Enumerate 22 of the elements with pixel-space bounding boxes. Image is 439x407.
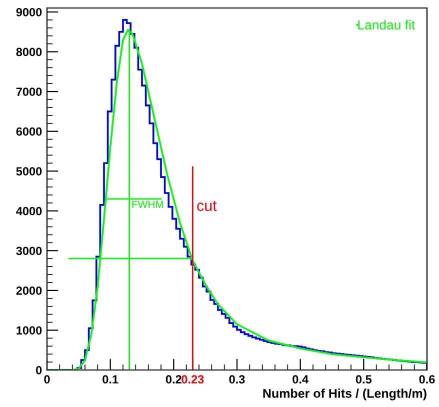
y-tick-label: 1000 (16, 326, 42, 335)
y-tick-label: 8000 (16, 48, 42, 56)
x-axis-title: Number of Hits / (Length/m) (263, 388, 426, 400)
y-tick-label: 6000 (16, 127, 42, 136)
y-tick-label: 7000 (16, 88, 42, 96)
x-tick-label: 0.1 (102, 375, 118, 384)
y-tick-label: 0 (36, 366, 42, 374)
x-tick-label: 0 (44, 375, 50, 384)
series-label: cut (197, 201, 217, 212)
y-tick-label: 2000 (16, 286, 42, 295)
x-tick-label: 0.5 (356, 375, 372, 384)
x-tick-label: 0.23 (182, 375, 204, 384)
y-tick-label: 4000 (16, 206, 42, 216)
annotation: FWHM (132, 200, 164, 208)
x-tick-label: 0.2 (166, 375, 182, 384)
x-tick-label: 0.6 (419, 375, 435, 384)
x-tick-label: 0.4 (292, 375, 308, 384)
y-tick-label: 9000 (16, 8, 42, 16)
x-tick-label: 0.3 (229, 375, 245, 384)
legend-label: Landau fit (358, 20, 416, 30)
y-tick-label: 5000 (16, 167, 42, 176)
y-tick-label: 3000 (16, 246, 42, 256)
